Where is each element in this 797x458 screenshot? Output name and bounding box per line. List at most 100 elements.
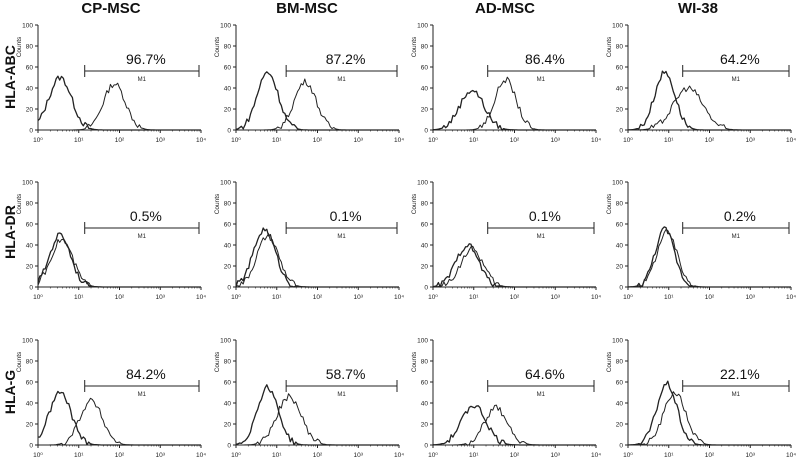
- x-tick-label: 10⁴: [394, 294, 404, 301]
- y-tick-label: 20: [421, 264, 429, 271]
- x-tick-label: 10²: [510, 137, 520, 144]
- histogram-hla-g-wi-38: 0 20 40 60 80 100 Counts 10⁰ 10¹ 10² 10³ 10⁴ M1 22.1%: [606, 338, 796, 458]
- y-tick-label: 60: [616, 380, 624, 387]
- histogram-hla-g-ad-msc: 0 20 40 60 80 100 Counts 10⁰ 10¹ 10² 10³ 10⁴ M1 64.6%: [411, 338, 601, 458]
- x-tick-label: 10⁰: [33, 137, 43, 144]
- gate-label: M1: [337, 234, 346, 240]
- y-axis-label: Counts: [411, 351, 418, 372]
- x-tick-label: 10³: [746, 294, 756, 301]
- x-tick-label: 10³: [746, 137, 756, 144]
- x-tick-label: 10⁰: [623, 294, 633, 301]
- y-tick-label: 0: [424, 128, 428, 135]
- y-tick-label: 40: [224, 401, 232, 408]
- histogram-curve-2: [236, 78, 399, 131]
- x-tick-label: 10¹: [469, 137, 479, 144]
- gate-percent: 58.7%: [326, 366, 366, 382]
- histogram-hla-abc-cp-msc: 0 20 40 60 80 100 Counts 10⁰ 10¹ 10² 10³ 10⁴ M1 96.7%: [16, 23, 206, 145]
- x-tick-label: 10¹: [272, 452, 282, 458]
- x-tick-label: 10²: [115, 452, 125, 458]
- y-tick-label: 80: [421, 44, 429, 51]
- y-tick-label: 80: [26, 44, 34, 51]
- gate-percent: 64.2%: [720, 51, 760, 67]
- y-tick-label: 80: [616, 359, 624, 366]
- histogram-curve-1: [235, 384, 399, 446]
- x-tick-label: 10²: [510, 452, 520, 458]
- x-tick-label: 10⁰: [623, 137, 633, 144]
- histogram-hla-dr-wi-38: 0 20 40 60 80 100 Counts 10⁰ 10¹ 10² 10³ 10⁴ M1 0.2%: [606, 180, 796, 302]
- y-axis-label: Counts: [411, 36, 418, 57]
- y-tick-label: 40: [616, 86, 624, 93]
- histogram-hla-g-cp-msc: 0 20 40 60 80 100 Counts 10⁰ 10¹ 10² 10³ 10⁴ M1 84.2%: [16, 338, 206, 458]
- y-tick-label: 40: [616, 243, 624, 250]
- x-tick-label: 10²: [115, 137, 125, 144]
- y-tick-label: 0: [619, 443, 623, 450]
- x-tick-label: 10¹: [664, 137, 674, 144]
- x-tick-label: 10⁴: [591, 452, 601, 458]
- y-tick-label: 100: [220, 23, 231, 30]
- y-tick-label: 60: [26, 222, 34, 229]
- x-tick-label: 10¹: [272, 137, 282, 144]
- y-tick-label: 20: [26, 107, 34, 114]
- histogram-curve-1: [627, 70, 791, 131]
- y-tick-label: 100: [612, 338, 623, 345]
- x-tick-label: 10²: [705, 452, 715, 458]
- x-tick-label: 10³: [354, 137, 364, 144]
- x-tick-label: 10⁴: [786, 452, 796, 458]
- y-axis-label: Counts: [214, 351, 221, 372]
- y-tick-label: 40: [26, 86, 34, 93]
- histogram-curve-2: [432, 245, 596, 288]
- gate-label: M1: [337, 392, 346, 398]
- y-tick-label: 100: [220, 180, 231, 187]
- y-axis-label: Counts: [16, 193, 23, 214]
- x-tick-label: 10³: [354, 452, 364, 458]
- x-tick-label: 10²: [313, 452, 323, 458]
- y-tick-label: 40: [421, 243, 429, 250]
- y-axis-label: Counts: [16, 351, 23, 372]
- x-tick-label: 10³: [156, 452, 166, 458]
- x-tick-label: 10⁴: [196, 294, 206, 301]
- histogram-curve-2: [627, 229, 791, 288]
- y-axis-label: Counts: [214, 193, 221, 214]
- gate-percent: 0.2%: [724, 208, 756, 224]
- y-tick-label: 40: [616, 401, 624, 408]
- y-tick-label: 60: [616, 65, 624, 72]
- y-tick-label: 100: [417, 23, 428, 30]
- y-tick-label: 20: [224, 107, 232, 114]
- x-tick-label: 10²: [705, 294, 715, 301]
- y-tick-label: 60: [224, 222, 232, 229]
- y-axis-label: Counts: [16, 36, 23, 57]
- y-tick-label: 100: [22, 338, 33, 345]
- histogram-curve-2: [38, 397, 201, 446]
- y-axis-label: Counts: [606, 36, 613, 57]
- gate-label: M1: [138, 77, 147, 83]
- gate-percent: 0.5%: [130, 208, 162, 224]
- x-tick-label: 10²: [705, 137, 715, 144]
- column-title-wi-38: WI-38: [677, 0, 718, 17]
- histogram-curve-2: [37, 238, 201, 288]
- histogram-curve-2: [628, 85, 791, 131]
- x-tick-label: 10²: [313, 294, 323, 301]
- y-tick-label: 0: [227, 128, 231, 135]
- x-tick-label: 10³: [156, 294, 166, 301]
- x-tick-label: 10¹: [469, 452, 479, 458]
- histogram-curve-2: [236, 393, 399, 446]
- gate-percent: 87.2%: [326, 51, 366, 67]
- histogram-curve-1: [37, 390, 201, 446]
- y-tick-label: 80: [224, 359, 232, 366]
- x-tick-label: 10¹: [469, 294, 479, 301]
- y-tick-label: 20: [616, 422, 624, 429]
- x-tick-label: 10⁴: [394, 452, 404, 458]
- y-tick-label: 60: [224, 380, 232, 387]
- y-tick-label: 40: [224, 86, 232, 93]
- gate-percent: 22.1%: [720, 366, 760, 382]
- x-tick-label: 10⁰: [428, 452, 438, 458]
- y-tick-label: 0: [29, 285, 33, 292]
- y-tick-label: 40: [224, 243, 232, 250]
- y-tick-label: 60: [421, 65, 429, 72]
- histogram-curve-1: [37, 75, 201, 131]
- y-tick-label: 60: [616, 222, 624, 229]
- gate-label: M1: [138, 392, 147, 398]
- histogram-hla-dr-cp-msc: 0 20 40 60 80 100 Counts 10⁰ 10¹ 10² 10³ 10⁴ M1 0.5%: [16, 180, 206, 302]
- y-tick-label: 0: [424, 443, 428, 450]
- x-tick-label: 10²: [115, 294, 125, 301]
